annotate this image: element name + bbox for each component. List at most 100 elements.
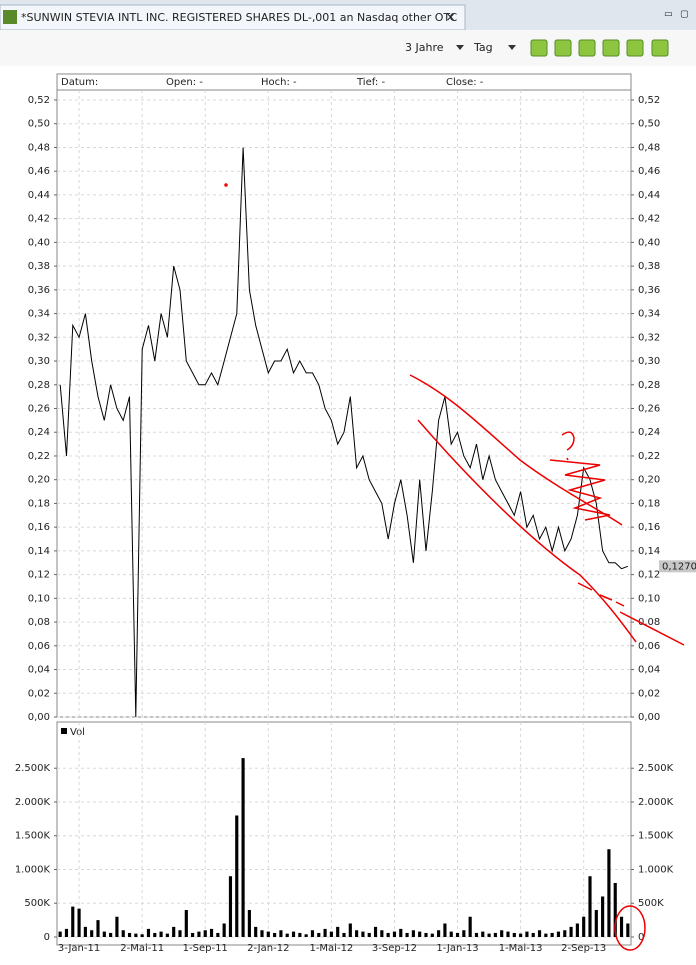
y-tick-label: 0,28 [28,380,50,391]
last-price-label: 0,1270 [662,561,696,572]
volume-bar [373,926,378,937]
last-price-badge [659,560,696,573]
volume-bar [336,926,340,937]
volume-bar [291,931,296,937]
price-panel [56,73,632,718]
volume-bar [203,930,207,937]
volume-bar [392,931,397,937]
volume-bar [588,876,592,937]
y-tick-label: 0,00 [28,712,50,723]
tab[interactable] [0,4,466,31]
y-tick-label: 0,50 [28,119,50,130]
volume-bar [531,932,535,937]
y-tick-label: 0,40 [28,237,50,248]
interval-select[interactable]: Tag [473,41,493,54]
volume-bar [254,926,258,937]
annotation-stroke [619,611,685,646]
toolbar-buttons [530,39,669,57]
volume-bar [191,932,195,937]
y2-tick-label: 0,26 [638,404,660,415]
volume-bar [455,932,460,937]
annotation-stroke [549,459,611,521]
volume-bar [361,931,365,937]
volume-bar [500,930,504,937]
button[interactable] [530,39,548,57]
price-line [59,147,628,718]
tab-close[interactable]: ✕ [446,11,455,24]
y-tick-label: 0,36 [28,285,50,296]
volume-bar [481,931,485,937]
y2-tick-label: 0,24 [638,427,660,438]
y2-tick-label: 0,14 [638,546,660,557]
volume-bar [323,928,327,937]
period-select[interactable]: 3 Jahre [405,41,444,54]
y2-tick-label: 0,34 [638,309,660,320]
y2-tick-label: 0,38 [638,261,660,272]
volume-bar [172,926,176,937]
volume-bar [411,930,415,937]
volume-bar [304,934,308,937]
volume-bar [380,930,384,937]
tab-icon [3,10,17,24]
y-tick-label: 0,34 [28,309,50,320]
dropdown-arrow[interactable] [456,45,464,50]
volume-bar [127,932,132,937]
volume-bar [575,923,579,937]
y2-tick-label: 0,30 [638,356,660,367]
x-tick-label: 1-Mai-13 [499,943,543,954]
y-tick-label: 1.000K [15,864,51,875]
y2-tick-label: 0,10 [638,593,660,604]
y-tick-label: 0,22 [28,451,50,462]
volume-bar [329,931,333,937]
x-tick-label: 1-Jan-13 [436,943,478,954]
y2-tick-label: 0,16 [638,522,660,533]
minimize[interactable]: ▭ [664,10,673,20]
y2-tick-label: 1.000K [638,864,674,875]
volume-bar [109,932,113,937]
volume-bar [197,931,201,937]
y-tick-label: 0,20 [28,475,50,486]
volume-bar [594,909,598,937]
y-tick-label: 0,24 [28,427,50,438]
legend-label: Vol [70,727,85,738]
x-tick-label: 1-Sep-11 [183,943,228,954]
dropdown-arrow[interactable] [508,45,516,50]
y2-tick-label: 0,20 [638,475,660,486]
maximize[interactable]: ▢ [680,10,689,20]
volume-bar [241,758,245,937]
y2-tick-label: 0,32 [638,332,660,343]
volume-bar [613,882,617,937]
x-tick-label: 2-Jan-12 [247,943,289,954]
button[interactable] [651,39,669,57]
info-high: Hoch: - [261,77,297,88]
volume-bar [487,933,491,937]
volume-bar [90,930,94,937]
annotation-dot [224,183,228,187]
button[interactable] [626,39,644,57]
volume-bar [165,933,169,937]
y-tick-label: 0,18 [28,498,50,509]
volume-bar [437,930,441,937]
y-tick-label: 1.500K [15,831,51,842]
button[interactable] [554,39,572,57]
volume-bar [569,926,573,937]
hand-annotations [224,183,685,951]
y2-tick-label: 0,06 [638,641,660,652]
button[interactable] [578,39,596,57]
y2-tick-label: 0 [638,932,644,943]
y2-tick-label: 0,08 [638,617,660,628]
volume-bar [386,932,390,937]
y-tick-label: 0,08 [28,617,50,628]
volume-bar [563,930,567,937]
volume-bar [260,930,264,937]
volume-bar [582,916,586,937]
annotation-stroke [417,419,637,643]
y2-tick-label: 0,36 [638,285,660,296]
y-tick-label: 0 [44,932,50,943]
button[interactable] [602,39,620,57]
y2-tick-label: 0,50 [638,119,660,130]
y-tick-label: 0,44 [28,190,50,201]
volume-bar [537,930,542,937]
volume-bar [58,931,62,937]
y-tick-label: 0,10 [28,593,50,604]
